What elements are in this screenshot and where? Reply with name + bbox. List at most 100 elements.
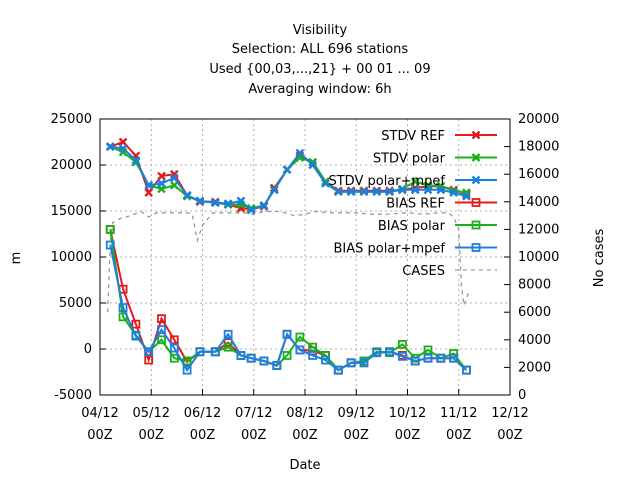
x-tick-label-hour: 00Z xyxy=(395,428,421,443)
data-point-bias-polar xyxy=(397,339,407,349)
data-point-bias-polar xyxy=(169,353,179,363)
y-tick-label-right: 6000 xyxy=(518,305,551,320)
title-line-1: Visibility xyxy=(293,23,348,38)
x-tick-label-date: 08/12 xyxy=(286,406,323,421)
data-point-bias-polar xyxy=(295,332,305,342)
data-point-stdv-polar-mpef xyxy=(131,156,141,165)
legend-swatch-marker xyxy=(471,153,481,162)
data-point-bias-polar-mpef xyxy=(259,356,269,366)
data-point-stdv-polar-mpef xyxy=(295,148,305,158)
data-point-bias-ref xyxy=(144,355,154,365)
series-cases xyxy=(107,210,470,313)
x-tick-label-hour: 00Z xyxy=(497,428,523,443)
y-axis-label-left: m xyxy=(9,252,24,265)
x-tick-label-date: 06/12 xyxy=(184,406,221,421)
legend-label: BIAS polar+mpef xyxy=(333,242,445,257)
x-tick-label-date: 10/12 xyxy=(389,406,426,421)
data-series xyxy=(105,137,471,375)
data-point-stdv-polar-mpef xyxy=(269,185,279,195)
x-axis-label: Date xyxy=(289,458,320,473)
data-point-bias-polar-mpef xyxy=(321,355,330,365)
y-tick-label-right: 12000 xyxy=(518,222,559,237)
data-point-bias-polar-mpef xyxy=(423,353,433,363)
data-point-stdv-polar-mpef xyxy=(398,185,407,195)
title-line-2: Selection: ALL 696 stations xyxy=(232,42,409,57)
data-point-bias-polar xyxy=(223,342,233,352)
data-point-bias-polar-mpef xyxy=(397,351,407,361)
legend-entry-stdv-polar-mpef: STDV polar+mpef xyxy=(328,174,497,189)
chart-title: Visibility Selection: ALL 696 stations U… xyxy=(209,23,430,97)
legend-entry-bias-polar-mpef: BIAS polar+mpef xyxy=(333,242,497,257)
series-bias-polar-mpef xyxy=(105,240,471,375)
data-point-bias-polar-mpef xyxy=(182,365,192,375)
data-point-stdv-polar xyxy=(246,203,256,213)
data-point-bias-polar-mpef xyxy=(282,329,292,339)
legend-label: BIAS polar xyxy=(378,219,446,234)
data-point-stdv-polar-mpef xyxy=(462,191,471,201)
data-point-bias-polar xyxy=(308,342,318,352)
legend-label: BIAS REF xyxy=(386,197,445,212)
data-point-stdv-polar-mpef xyxy=(118,144,128,153)
data-point-stdv-polar-mpef xyxy=(423,185,433,195)
data-point-stdv-polar-mpef xyxy=(346,187,356,197)
data-point-bias-polar-mpef xyxy=(333,365,343,375)
legend-swatch-marker xyxy=(471,175,481,185)
data-point-bias-polar xyxy=(157,335,166,345)
data-point-bias-polar-mpef xyxy=(410,356,420,366)
data-point-stdv-polar-mpef xyxy=(449,188,458,197)
x-tick-label-hour: 00Z xyxy=(446,428,472,443)
data-point-stdv-polar-mpef xyxy=(410,185,420,195)
data-point-stdv-polar xyxy=(169,180,179,190)
x-tick-label-hour: 00Z xyxy=(139,428,165,443)
data-point-bias-ref xyxy=(131,319,141,329)
legend-entry-cases: CASES xyxy=(402,264,497,279)
data-point-stdv-polar-mpef xyxy=(144,180,154,190)
data-point-bias-polar xyxy=(282,351,292,360)
y-tick-label-right: 4000 xyxy=(518,333,551,348)
data-point-stdv-ref xyxy=(157,171,166,181)
data-point-stdv-polar-mpef xyxy=(436,185,446,195)
y-tick-label-left: 15000 xyxy=(51,204,92,219)
data-point-bias-polar-mpef xyxy=(385,347,394,357)
legend-label: STDV polar xyxy=(373,152,446,167)
y-tick-label-right: 2000 xyxy=(518,360,551,375)
y-tick-label-right: 14000 xyxy=(518,195,559,210)
data-point-bias-polar-mpef xyxy=(157,325,166,335)
data-point-bias-polar-mpef xyxy=(359,358,369,368)
legend: STDV REF STDV polar STDV polar+mpef BIAS RE… xyxy=(328,129,497,279)
data-point-bias-polar-mpef xyxy=(295,345,305,355)
data-point-bias-ref xyxy=(223,338,233,347)
legend-label: STDV polar+mpef xyxy=(328,174,445,189)
axis-ticks: -5000 0 5000 10000 15000 20000 25000 0 2000 4000 6… xyxy=(51,112,560,443)
series-stdv-polar-mpef xyxy=(105,142,471,215)
legend-entry-stdv-polar: STDV polar xyxy=(373,152,497,167)
legend-swatch-marker xyxy=(471,243,481,252)
data-point-stdv-polar-mpef xyxy=(321,179,330,188)
data-point-stdv-ref xyxy=(118,137,128,147)
y-tick-label-left: 5000 xyxy=(59,296,92,311)
data-point-stdv-polar xyxy=(410,177,420,186)
data-point-stdv-polar-mpef xyxy=(157,179,166,188)
x-tick-label-date: 07/12 xyxy=(235,406,272,421)
legend-swatch-marker xyxy=(471,130,481,140)
data-point-bias-polar-mpef xyxy=(236,351,246,360)
title-line-3: Used {00,03,...,21} + 00 01 ... 09 xyxy=(209,62,430,77)
x-tick-label-hour: 00Z xyxy=(190,428,216,443)
x-tick-label-date: 04/12 xyxy=(81,406,118,421)
data-point-bias-polar xyxy=(423,345,433,355)
data-point-bias-polar-mpef xyxy=(449,353,459,363)
data-point-bias-ref xyxy=(169,335,179,345)
legend-label: CASES xyxy=(402,264,445,279)
data-point-stdv-polar-mpef xyxy=(105,142,115,151)
y-tick-label-right: 16000 xyxy=(518,167,559,182)
data-point-bias-polar xyxy=(449,349,459,359)
data-point-stdv-polar-mpef xyxy=(169,173,179,183)
series-line-cases xyxy=(107,210,470,313)
data-point-bias-polar-mpef xyxy=(195,347,205,357)
x-tick-label-hour: 00Z xyxy=(344,428,370,443)
data-point-bias-polar-mpef xyxy=(223,329,233,339)
legend-swatch-marker xyxy=(471,220,481,230)
data-point-bias-polar-mpef xyxy=(272,361,282,370)
y-tick-label-right: 20000 xyxy=(518,112,559,127)
y-tick-label-left: -5000 xyxy=(54,388,92,403)
